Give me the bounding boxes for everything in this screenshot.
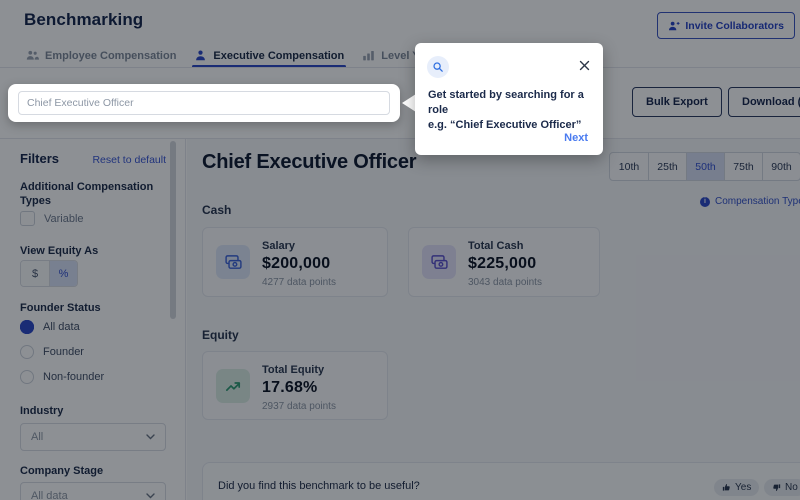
feedback-no-label: No — [785, 482, 798, 493]
search-icon — [427, 56, 449, 78]
thumb-up-icon — [722, 484, 730, 491]
percentile-25th[interactable]: 25th — [648, 153, 686, 180]
sidebar-scrollbar[interactable] — [170, 141, 176, 319]
stat-meta: 4277 data points — [262, 277, 336, 288]
equity-section-label: Equity — [202, 328, 239, 342]
feedback-bar — [202, 462, 800, 500]
variable-checkbox[interactable] — [20, 211, 35, 226]
tab-label: Employee Compensation — [45, 49, 177, 62]
main-content-background — [187, 139, 800, 500]
filters-title: Filters — [20, 151, 60, 166]
industry-dropdown[interactable]: All — [20, 423, 166, 451]
popover-message-line2: e.g. “Chief Executive Officer” — [428, 119, 582, 131]
radio-label: Founder — [43, 346, 84, 358]
banknotes-icon — [422, 245, 456, 279]
invite-collaborators-button[interactable]: Invite Collaborators — [657, 12, 795, 39]
popover-message-line1: Get started by searching for a role — [428, 89, 584, 116]
person-icon — [196, 50, 206, 61]
company-stage-label: Company Stage — [20, 465, 104, 477]
tour-popover: Get started by searching for a role e.g.… — [415, 43, 603, 155]
equity-percent-toggle[interactable]: % — [49, 261, 77, 286]
equity-dollar-toggle[interactable]: $ — [21, 261, 49, 286]
invite-collaborators-label: Invite Collaborators — [685, 19, 784, 32]
compensation-types-link[interactable]: i Compensation Types — [700, 196, 800, 207]
equity-unit-toggle: $ % — [20, 260, 78, 287]
page-title: Benchmarking — [24, 10, 144, 29]
banknotes-icon — [216, 245, 250, 279]
percentile-10th[interactable]: 10th — [618, 160, 640, 173]
feedback-yes-label: Yes — [735, 482, 752, 493]
trend-up-icon — [216, 369, 250, 403]
founder-status-option-founder[interactable]: Founder — [20, 345, 84, 359]
company-stage-dropdown[interactable]: All data — [20, 482, 166, 500]
founder-status-option-non-founder[interactable]: Non-founder — [20, 370, 104, 384]
stat-value: $225,000 — [468, 255, 537, 272]
radio-label: All data — [43, 321, 80, 333]
bulk-export-button[interactable]: Bulk Export — [632, 87, 722, 117]
thumb-down-icon — [773, 484, 781, 491]
percentile-50th[interactable]: 50th — [686, 153, 724, 180]
radio-unselected[interactable] — [20, 345, 34, 359]
stat-value: $200,000 — [262, 255, 331, 272]
stat-value: 17.68% — [262, 379, 318, 396]
cash-section-label: Cash — [202, 203, 232, 217]
popover-next-link[interactable]: Next — [564, 132, 588, 144]
chevron-down-icon — [146, 493, 155, 499]
tab-executive-compensation[interactable]: Executive Compensation — [192, 44, 347, 68]
people-icon — [26, 50, 39, 60]
stat-label: Total Equity — [262, 364, 325, 376]
compensation-types-label: Compensation Types — [715, 196, 800, 207]
header-divider — [0, 67, 800, 68]
founder-status-label: Founder Status — [20, 302, 101, 314]
stat-meta: 3043 data points — [468, 277, 542, 288]
tab-employee-compensation[interactable]: Employee Compensation — [24, 44, 178, 67]
info-icon: i — [700, 196, 710, 207]
role-search-container — [8, 84, 400, 122]
additional-compensation-label: Additional Compensation Types — [20, 181, 154, 207]
founder-status-option-all-data[interactable]: All data — [20, 320, 80, 334]
percentile-selector: 10th 25th 50th 75th 90th — [609, 152, 800, 181]
variable-checkbox-label: Variable — [44, 212, 84, 225]
feedback-no-button[interactable]: No — [764, 479, 800, 496]
variable-checkbox-row[interactable]: Variable — [20, 211, 84, 226]
radio-label: Non-founder — [43, 371, 105, 383]
view-equity-as-label: View Equity As — [20, 245, 99, 257]
role-title: Chief Executive Officer — [202, 151, 417, 173]
popover-arrow — [402, 94, 416, 112]
filters-header: Filters Reset to default — [20, 151, 166, 166]
role-search-input[interactable] — [18, 91, 390, 115]
chevron-down-icon — [146, 434, 155, 440]
company-stage-dropdown-value: All data — [31, 490, 68, 500]
total-cash-card: Total Cash $225,000 3043 data points — [408, 227, 600, 297]
bar-chart-icon — [363, 51, 375, 61]
salary-card: Salary $200,000 4277 data points — [202, 227, 388, 297]
industry-label: Industry — [20, 405, 64, 417]
feedback-yes-button[interactable]: Yes — [714, 479, 760, 496]
radio-unselected[interactable] — [20, 370, 34, 384]
total-equity-card: Total Equity 17.68% 2937 data points — [202, 351, 388, 420]
toolbar-divider — [0, 138, 800, 139]
reset-to-default-link[interactable]: Reset to default — [92, 154, 166, 166]
radio-selected[interactable] — [20, 320, 34, 334]
stat-label: Salary — [262, 240, 296, 252]
industry-dropdown-value: All — [31, 431, 44, 443]
stat-label: Total Cash — [468, 240, 524, 252]
person-plus-icon — [669, 21, 680, 30]
download-xlsx-button[interactable]: Download (.xlsx) — [728, 87, 800, 117]
stat-meta: 2937 data points — [262, 401, 336, 412]
popover-message: Get started by searching for a role e.g.… — [428, 88, 593, 133]
percentile-90th[interactable]: 90th — [762, 153, 800, 180]
percentile-75th[interactable]: 75th — [724, 153, 762, 180]
feedback-question: Did you find this benchmark to be useful… — [218, 480, 420, 492]
close-icon[interactable] — [579, 58, 590, 71]
tab-label: Executive Compensation — [213, 49, 345, 62]
